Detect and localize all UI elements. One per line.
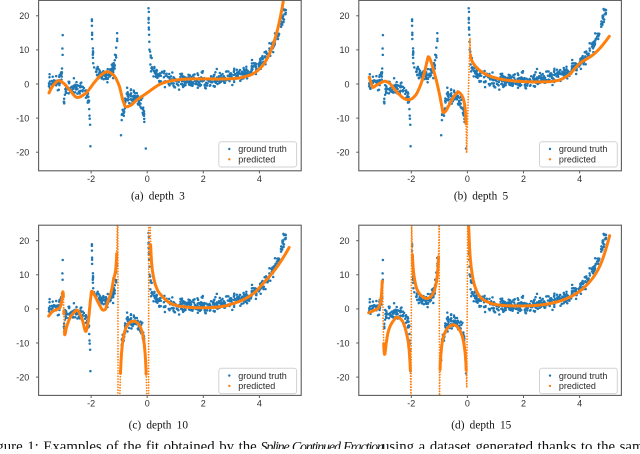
svg-text:0: 0 [465,174,470,184]
svg-text:predicted: predicted [559,155,596,165]
svg-text:(d) depth 15: (d) depth 15 [451,419,511,431]
svg-text:10: 10 [19,45,29,55]
svg-text:10: 10 [339,45,349,55]
svg-text:10: 10 [339,270,349,280]
svg-text:4: 4 [257,174,262,184]
svg-text:-20: -20 [336,148,349,158]
svg-text:20: 20 [339,11,349,21]
svg-text:-2: -2 [87,174,95,184]
svg-text:Spline Continued Fraction: Spline Continued Fraction [261,440,385,449]
svg-text:2: 2 [521,399,526,409]
svg-text:-2: -2 [87,399,95,409]
svg-text:-20: -20 [16,372,29,382]
svg-text:-10: -10 [16,338,29,348]
svg-text:4: 4 [577,174,582,184]
svg-text:-10: -10 [16,113,29,123]
svg-text:2: 2 [521,174,526,184]
svg-text:0: 0 [344,304,349,314]
svg-text:-10: -10 [336,113,349,123]
svg-text:(b) depth 5: (b) depth 5 [454,190,509,202]
svg-text:0: 0 [344,79,349,89]
svg-text:-20: -20 [336,372,349,382]
svg-text:using a dataset generated than: using a dataset generated thanks to the … [382,439,640,449]
svg-text:predicted: predicted [238,155,275,165]
svg-text:0: 0 [24,79,29,89]
svg-text:ground truth: ground truth [559,144,608,154]
svg-text:Figure 1: Examples of the fit: Figure 1: Examples of the fit obtained b… [0,439,257,449]
svg-text:(c) depth 10: (c) depth 10 [129,419,189,431]
svg-text:predicted: predicted [238,381,275,391]
svg-text:20: 20 [19,11,29,21]
svg-text:2: 2 [201,399,206,409]
svg-text:4: 4 [577,399,582,409]
svg-text:10: 10 [19,270,29,280]
svg-text:20: 20 [19,236,29,246]
svg-text:4: 4 [257,399,262,409]
svg-text:ground truth: ground truth [238,371,287,381]
svg-text:(a) depth 3: (a) depth 3 [131,190,185,202]
svg-text:0: 0 [145,399,150,409]
svg-text:0: 0 [145,174,150,184]
svg-text:0: 0 [24,304,29,314]
svg-text:0: 0 [465,399,470,409]
svg-text:20: 20 [339,236,349,246]
svg-text:predicted: predicted [559,381,596,391]
svg-text:-20: -20 [16,148,29,158]
svg-text:ground truth: ground truth [238,144,287,154]
svg-text:-2: -2 [407,399,415,409]
svg-text:-2: -2 [407,174,415,184]
svg-text:ground truth: ground truth [559,371,608,381]
svg-text:2: 2 [201,174,206,184]
svg-text:-10: -10 [336,338,349,348]
